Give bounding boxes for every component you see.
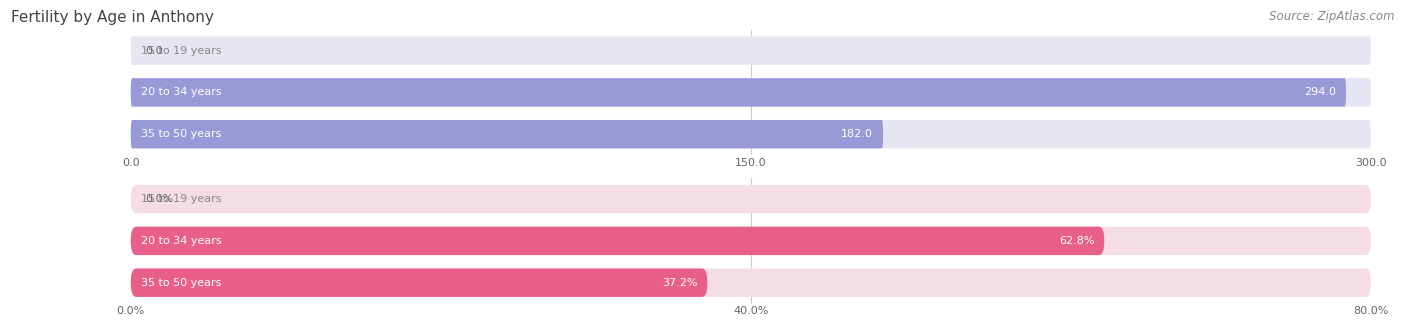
Text: Source: ZipAtlas.com: Source: ZipAtlas.com — [1270, 10, 1395, 23]
Text: 15 to 19 years: 15 to 19 years — [141, 194, 221, 204]
Text: 294.0: 294.0 — [1305, 87, 1336, 97]
Text: Fertility by Age in Anthony: Fertility by Age in Anthony — [11, 10, 214, 25]
Text: 0.0%: 0.0% — [146, 194, 174, 204]
FancyBboxPatch shape — [131, 78, 1371, 107]
Text: 15 to 19 years: 15 to 19 years — [141, 46, 221, 55]
FancyBboxPatch shape — [131, 269, 707, 297]
FancyBboxPatch shape — [131, 269, 1371, 297]
FancyBboxPatch shape — [131, 120, 1371, 148]
FancyBboxPatch shape — [131, 227, 1371, 255]
Text: 182.0: 182.0 — [841, 129, 873, 139]
FancyBboxPatch shape — [131, 120, 883, 148]
FancyBboxPatch shape — [131, 36, 1371, 65]
FancyBboxPatch shape — [131, 78, 1346, 107]
Text: 35 to 50 years: 35 to 50 years — [141, 278, 221, 288]
Text: 37.2%: 37.2% — [662, 278, 697, 288]
Text: 0.0: 0.0 — [146, 46, 163, 55]
FancyBboxPatch shape — [131, 227, 1104, 255]
Text: 35 to 50 years: 35 to 50 years — [141, 129, 221, 139]
Text: 20 to 34 years: 20 to 34 years — [141, 236, 221, 246]
FancyBboxPatch shape — [131, 185, 1371, 213]
Text: 62.8%: 62.8% — [1059, 236, 1094, 246]
Text: 20 to 34 years: 20 to 34 years — [141, 87, 221, 97]
